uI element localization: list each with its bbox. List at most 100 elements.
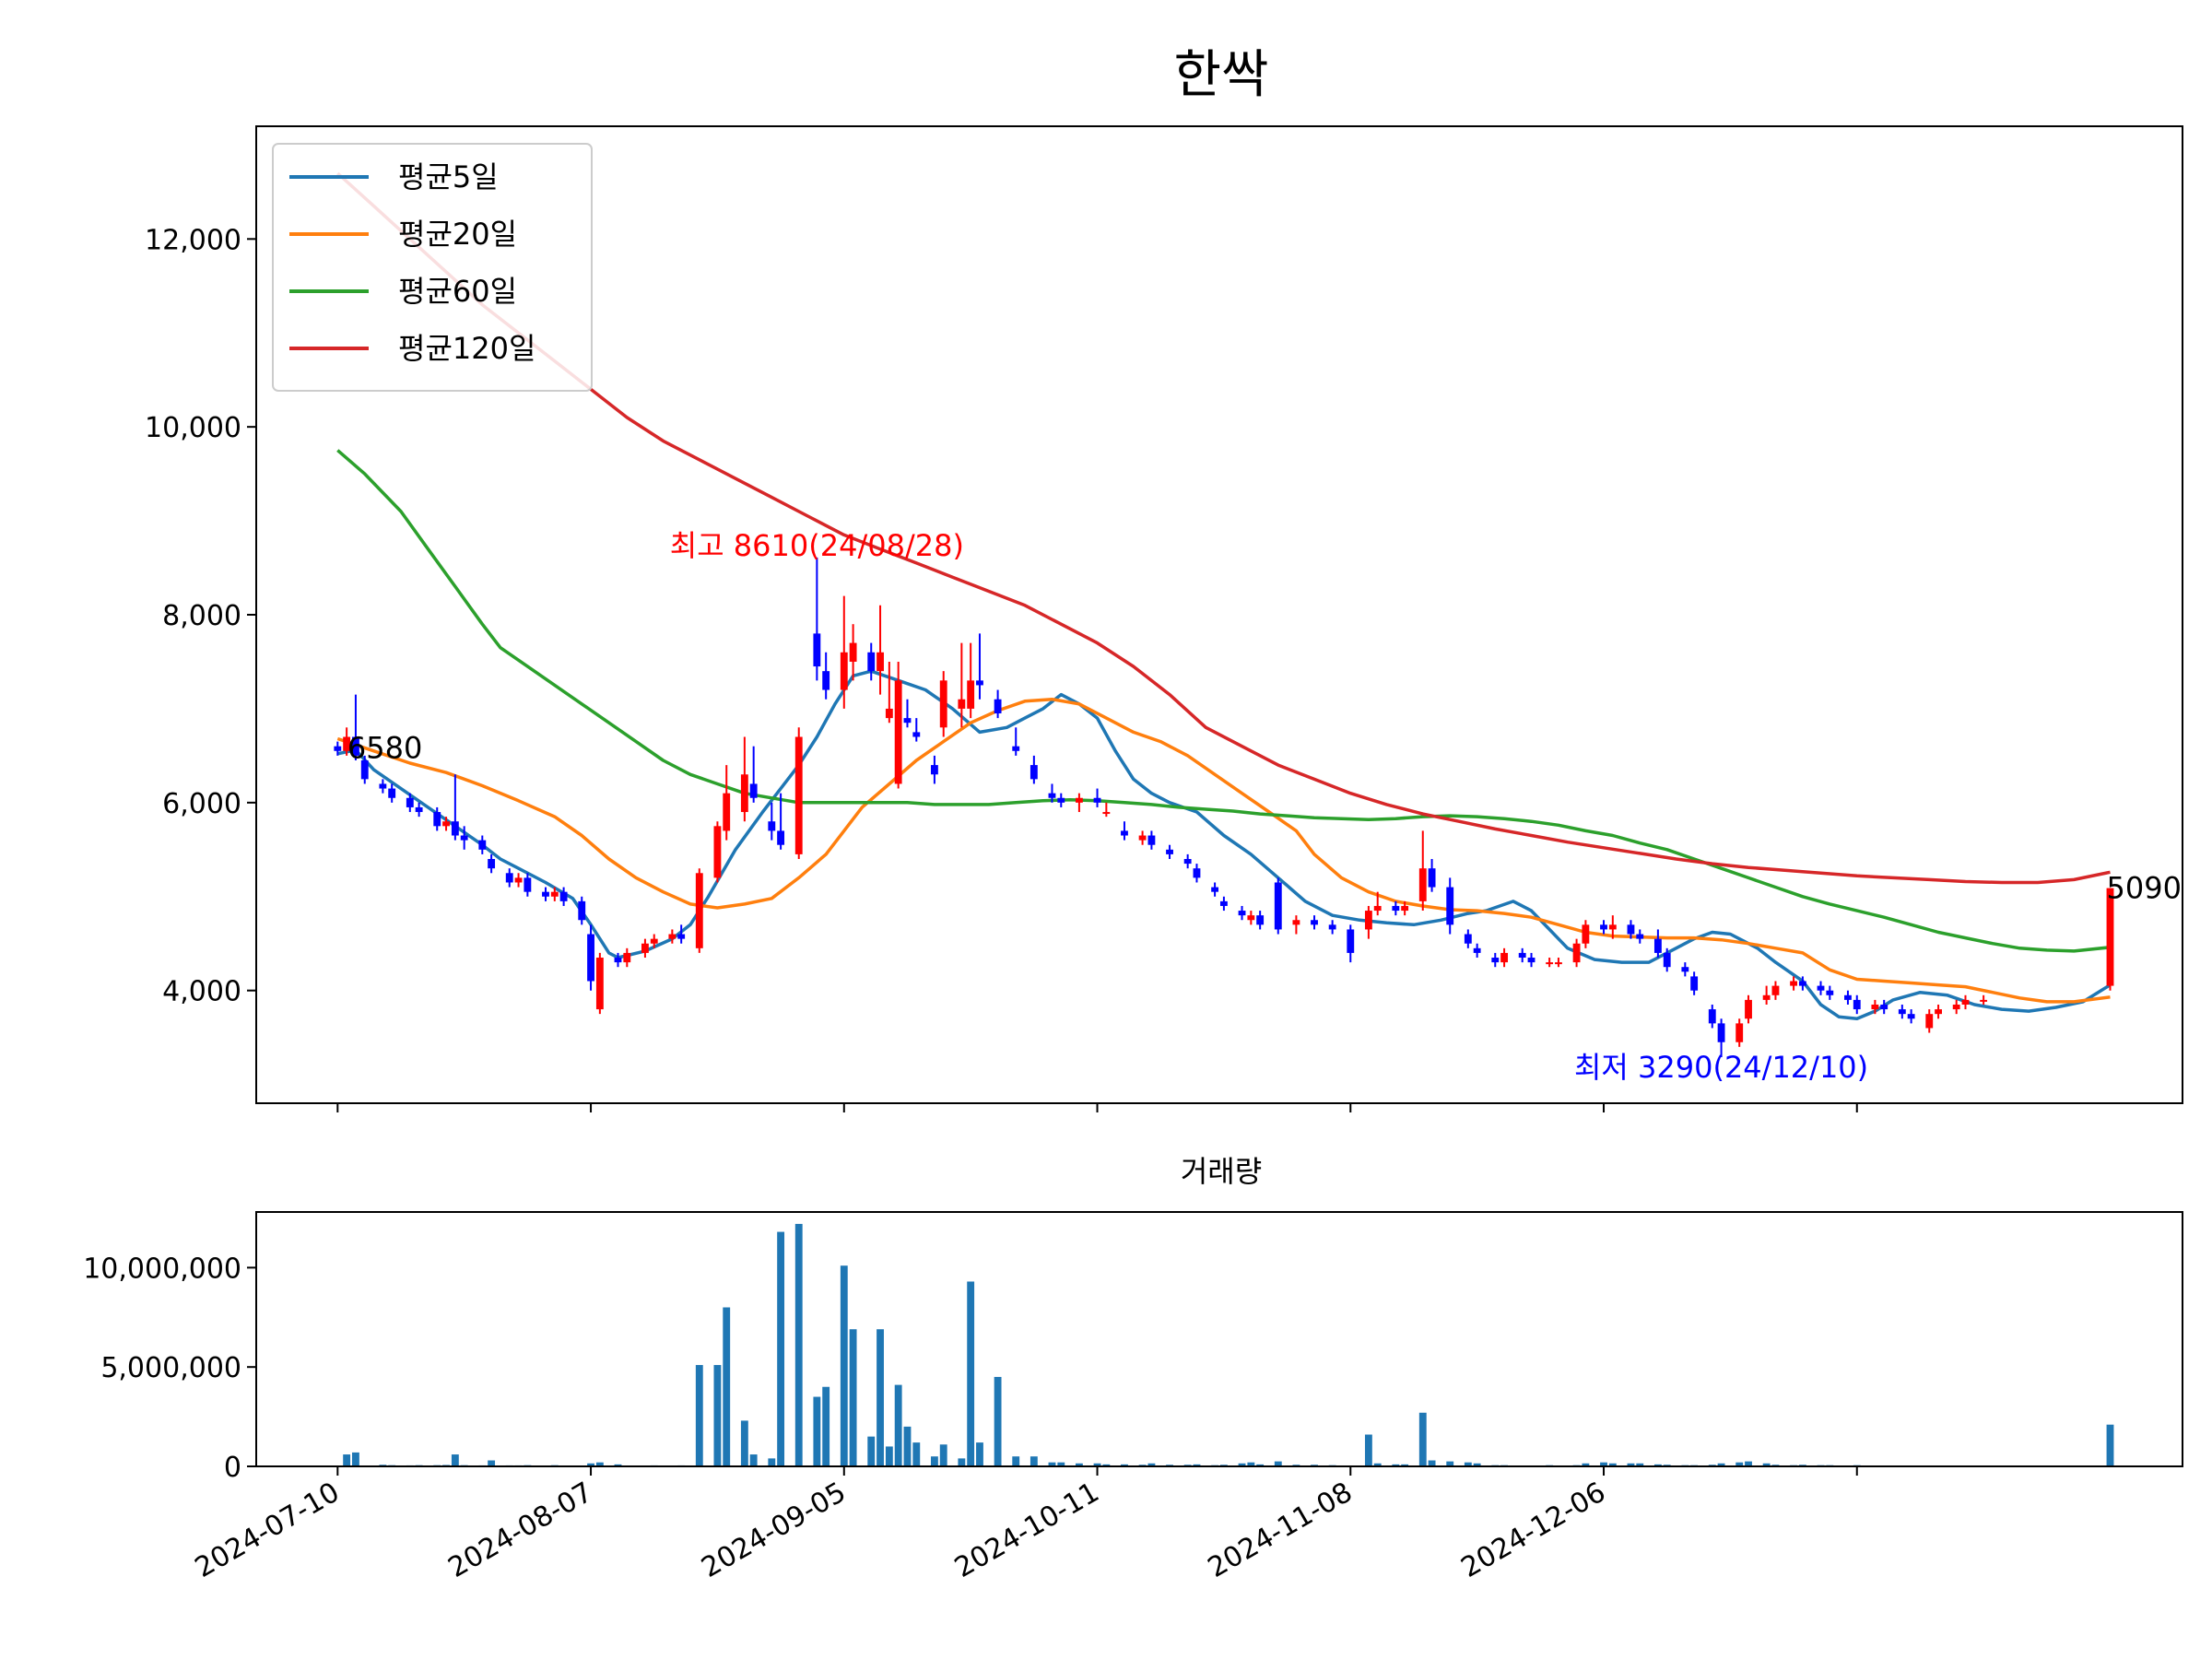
volume-title: 거래량 xyxy=(1181,1154,1262,1189)
annotation-1: 최저 3290(24/12/10) xyxy=(1574,1050,1868,1085)
candle-body-109 xyxy=(1817,985,1825,991)
candle-body-69 xyxy=(1247,915,1255,921)
candle-body-49 xyxy=(958,699,966,709)
volume-bar-77 xyxy=(1401,1464,1409,1466)
volume-bar-51 xyxy=(1012,1456,1020,1466)
candle-body-79 xyxy=(1401,905,1409,912)
volume-bar-8 xyxy=(451,1454,459,1466)
candle-body-85 xyxy=(1491,958,1500,963)
volume-bar-29 xyxy=(723,1307,731,1466)
candle-body-24 xyxy=(623,952,631,963)
volume-bar-42 xyxy=(894,1384,902,1466)
candle-body-107 xyxy=(1790,981,1797,986)
candle-body-111 xyxy=(1844,994,1852,1000)
candle-body-98 xyxy=(1663,952,1671,968)
candle-body-50 xyxy=(967,680,975,709)
candle-body-72 xyxy=(1292,920,1300,925)
volume-bar-60 xyxy=(1147,1463,1156,1466)
volume-bar-11 xyxy=(488,1460,496,1466)
candle-body-65 xyxy=(1193,868,1201,878)
volume-bar-20 xyxy=(595,1462,604,1466)
candle-body-6 xyxy=(406,797,414,807)
volume-bar-1 xyxy=(352,1452,359,1466)
volume-ytick-label-2: 10,000,000 xyxy=(83,1253,241,1285)
candle-body-77 xyxy=(1373,905,1382,912)
candle-body-88 xyxy=(1527,958,1535,963)
candle-body-48 xyxy=(939,680,947,728)
candle-body-20 xyxy=(578,900,586,921)
candle-body-60 xyxy=(1121,830,1128,836)
volume-panel: 0 5,000,000 10,000,000 2024-07-10 2024-08-0… xyxy=(83,1211,2183,1584)
candle-body-84 xyxy=(1473,947,1481,953)
annotation-3: 5090 xyxy=(2107,871,2182,906)
candle-body-87 xyxy=(1518,952,1526,959)
legend-label-ma5: 평균5일 xyxy=(398,159,499,194)
candle-body-112 xyxy=(1853,999,1861,1010)
candle-body-44 xyxy=(894,680,902,784)
volume-bar-32 xyxy=(768,1458,776,1466)
candle-body-28 xyxy=(677,934,686,939)
volume-bar-92 xyxy=(1608,1463,1617,1466)
candle-body-32 xyxy=(740,774,748,813)
candle-body-63 xyxy=(1166,849,1173,854)
candle-body-25 xyxy=(641,943,649,953)
volume-bar-55 xyxy=(1075,1463,1083,1466)
candle-body-11 xyxy=(460,835,468,841)
volume-bar-38 xyxy=(849,1329,857,1466)
candle-body-101 xyxy=(1708,1009,1716,1024)
candle-body-56 xyxy=(1057,797,1065,803)
volume-xtick-label-5: 2024-12-06 xyxy=(1456,1477,1611,1584)
candle-body-55 xyxy=(1048,793,1056,798)
volume-bar-93 xyxy=(1627,1463,1635,1466)
volume-ytick-label-1: 5,000,000 xyxy=(100,1352,241,1384)
volume-bar-57 xyxy=(1102,1464,1111,1466)
candle-body-2 xyxy=(352,736,359,756)
candle-body-52 xyxy=(994,699,1002,714)
annotation-2: 6580 xyxy=(347,731,422,766)
candle-body-58 xyxy=(1093,797,1101,803)
candle-body-26 xyxy=(650,938,658,944)
candle-body-113 xyxy=(1871,1004,1879,1010)
candle-body-76 xyxy=(1364,911,1372,930)
volume-bar-46 xyxy=(939,1444,947,1466)
candle-body-94 xyxy=(1608,924,1617,930)
candle-body-64 xyxy=(1183,859,1192,865)
candle-body-33 xyxy=(749,783,758,798)
legend-label-ma20: 평균20일 xyxy=(398,217,517,252)
volume-bar-43 xyxy=(903,1426,912,1466)
legend: 평균5일 평균20일 평균60일 평균120일 xyxy=(272,143,593,392)
price-y-axis: 4,000 6,000 8,000 10,000 12,000 xyxy=(145,224,256,1008)
candle-body-61 xyxy=(1138,835,1147,841)
candle-body-29 xyxy=(695,873,703,948)
candle-body-93 xyxy=(1600,924,1607,930)
volume-bar-33 xyxy=(777,1231,785,1466)
candle-body-120 xyxy=(1961,999,1970,1005)
candlesticks xyxy=(334,557,2114,1058)
candle-body-67 xyxy=(1219,900,1228,906)
candle-body-116 xyxy=(1907,1014,1915,1019)
volume-bar-31 xyxy=(749,1454,758,1466)
candle-body-115 xyxy=(1898,1009,1906,1015)
candle-body-7 xyxy=(415,806,423,813)
candle-body-36 xyxy=(794,736,803,854)
volume-bar-56 xyxy=(1093,1463,1101,1466)
volume-bar-41 xyxy=(885,1446,893,1466)
price-ytick-label-4: 12,000 xyxy=(145,224,241,256)
volume-bar-68 xyxy=(1256,1464,1265,1466)
volume-bar-82 xyxy=(1473,1463,1481,1466)
candle-body-86 xyxy=(1500,952,1509,963)
candle-body-18 xyxy=(550,891,559,897)
candle-body-78 xyxy=(1392,905,1400,912)
moving-average-lines xyxy=(336,171,2112,1021)
candle-body-34 xyxy=(768,821,776,831)
volume-bar-19 xyxy=(587,1463,594,1466)
volume-bar-45 xyxy=(930,1456,938,1466)
price-ytick-label-1: 6,000 xyxy=(162,788,241,820)
volume-bar-44 xyxy=(912,1442,921,1466)
candle-body-96 xyxy=(1636,934,1644,939)
price-ytick-label-2: 8,000 xyxy=(162,600,241,632)
candle-body-74 xyxy=(1328,924,1336,930)
volume-bar-27 xyxy=(695,1365,703,1466)
chart-title: 한싹 xyxy=(1173,45,1268,105)
candle-body-8 xyxy=(433,812,441,827)
